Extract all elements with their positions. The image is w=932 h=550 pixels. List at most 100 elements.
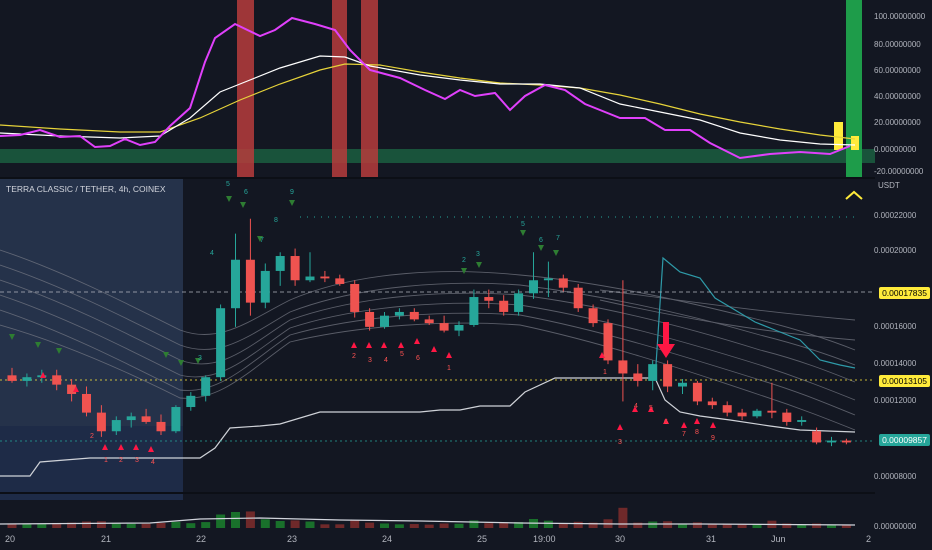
candle-bearish — [782, 412, 792, 422]
volume-bar — [350, 520, 360, 528]
volume-bar — [380, 523, 389, 528]
osc-axis-label: 60.00000000 — [874, 66, 921, 75]
chevron-up-icon[interactable] — [845, 190, 863, 200]
volume-bar — [7, 523, 17, 528]
svg-text:1: 1 — [104, 457, 108, 464]
candle-bearish — [663, 364, 673, 387]
candle-bearish — [633, 373, 643, 381]
svg-text:9: 9 — [290, 189, 294, 196]
signal-bar-yellow — [851, 136, 859, 150]
price-tag: 0.00009857 — [879, 434, 930, 446]
svg-text:3: 3 — [476, 251, 480, 258]
up-arrow-icon — [694, 418, 700, 424]
candle-bullish — [275, 256, 285, 271]
down-arrow-icon — [520, 230, 526, 236]
panel-separator[interactable] — [0, 492, 875, 494]
red-down-arrow-icon — [657, 322, 675, 358]
candle-bullish — [216, 308, 226, 378]
down-arrow-icon — [240, 202, 246, 208]
candle-bullish — [111, 420, 121, 432]
up-arrow-icon — [632, 406, 638, 412]
time-axis[interactable] — [0, 530, 875, 550]
osc-axis-label: 40.00000000 — [874, 92, 921, 101]
candle-bearish — [335, 278, 345, 284]
volume-bar — [320, 524, 330, 528]
svg-text:3: 3 — [135, 457, 139, 464]
panel-separator[interactable] — [0, 177, 875, 179]
oscillator-white-line — [0, 55, 856, 146]
volume-bar — [335, 524, 345, 528]
down-arrow-icon — [226, 196, 232, 202]
up-arrow-icon — [118, 444, 124, 450]
osc-axis-label: 0.00000000 — [874, 145, 917, 154]
svg-text:2: 2 — [119, 457, 123, 464]
time-label: 22 — [196, 534, 207, 544]
up-arrow-icon — [398, 342, 404, 348]
candle-bearish — [812, 431, 822, 443]
signal-bar-green — [846, 0, 862, 177]
volume-bar — [812, 523, 822, 528]
down-arrow-icon — [461, 268, 467, 274]
down-arrow-icon — [9, 334, 15, 340]
volume-bar — [827, 524, 836, 528]
candle-bullish — [171, 407, 181, 432]
candle-bearish — [767, 410, 777, 413]
svg-text:8: 8 — [274, 217, 278, 224]
candle-bearish — [558, 278, 568, 288]
count-numbers: 5 6 7 8 9 5 6 7 3 2 4 3 2 3 4 5 6 1 1 2 … — [90, 181, 715, 466]
volume-bar — [573, 521, 583, 528]
signal-bar-red — [361, 0, 378, 177]
time-label: 31 — [706, 534, 717, 544]
candle-bearish — [424, 319, 434, 324]
signal-bar-red — [332, 0, 347, 177]
volume-bar — [707, 524, 717, 528]
svg-text:5: 5 — [226, 181, 230, 188]
svg-text:7: 7 — [260, 237, 264, 244]
up-arrow-icon — [351, 342, 357, 348]
volume-bar — [156, 522, 166, 528]
svg-text:1: 1 — [447, 365, 451, 372]
candle-bearish — [603, 323, 613, 361]
candle-bearish — [52, 375, 62, 385]
candle-bearish — [439, 323, 449, 331]
up-arrow-icon — [148, 446, 154, 452]
volume-bar — [201, 522, 211, 528]
candle-bullish — [201, 377, 211, 396]
svg-text:8: 8 — [695, 429, 699, 436]
volume-bar — [275, 520, 285, 528]
volume-bar — [618, 507, 628, 528]
candle-bearish — [707, 401, 717, 406]
down-arrow-icon — [35, 342, 41, 348]
down-arrow-icon — [476, 262, 482, 268]
candle-bearish — [484, 297, 494, 301]
volume-bar — [37, 524, 47, 528]
signal-bar-yellow — [834, 122, 843, 150]
volume-bar — [424, 524, 434, 528]
price-axis-label: 0.00016000 — [874, 322, 917, 331]
up-arrow-icon — [133, 444, 139, 450]
up-arrow-icon — [599, 352, 605, 358]
volume-bar — [543, 520, 553, 528]
volume-bar — [633, 522, 643, 528]
candle-bullish — [648, 364, 658, 381]
volume-bar — [290, 520, 300, 528]
candle-bullish — [231, 259, 240, 309]
volume-bar — [752, 524, 762, 528]
candle-bullish — [827, 440, 836, 443]
volume-bar — [52, 522, 62, 528]
price-axis-label: 0.00008000 — [874, 472, 917, 481]
down-arrow-icon — [195, 358, 201, 364]
volume-bar — [782, 523, 792, 528]
svg-text:6: 6 — [244, 189, 248, 196]
price-axis[interactable] — [875, 0, 932, 550]
volume-bar — [216, 514, 226, 528]
osc-axis-label: -20.00000000 — [874, 167, 924, 176]
down-arrow-icon — [178, 360, 184, 366]
up-arrow-icon — [431, 346, 437, 352]
volume-bar — [96, 521, 106, 528]
candle-bullish — [380, 315, 389, 327]
unit-label: USDT — [878, 181, 900, 190]
svg-text:2: 2 — [90, 433, 94, 440]
svg-text:5: 5 — [521, 221, 525, 228]
